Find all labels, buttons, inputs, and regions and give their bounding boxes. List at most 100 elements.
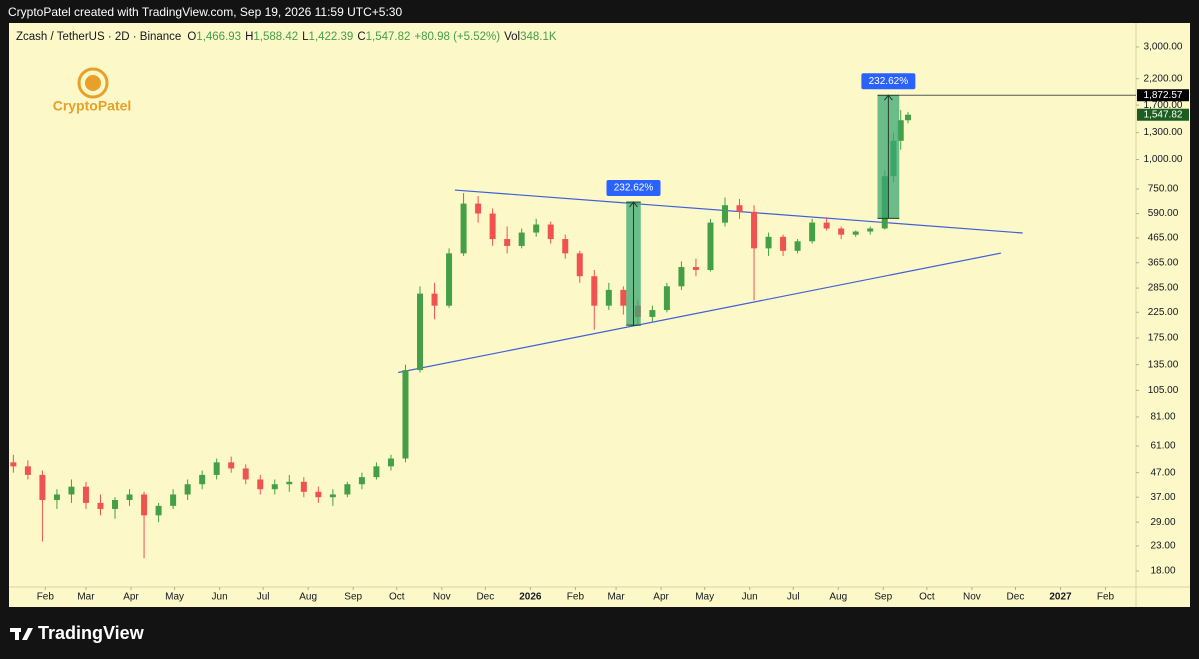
- candle-body: [867, 228, 874, 232]
- candle-body: [39, 474, 46, 501]
- candle-body: [780, 236, 787, 251]
- x-tick-label: Dec: [1007, 592, 1025, 603]
- credit: CryptoPatel created with TradingView.com…: [8, 5, 402, 19]
- candle-body: [663, 286, 670, 311]
- candle-body: [591, 276, 598, 306]
- x-tick-label: Apr: [653, 592, 669, 603]
- candle-body: [904, 114, 911, 121]
- x-tick-label: Mar: [77, 592, 95, 603]
- candle-body: [170, 494, 177, 506]
- brand-logo: TradingView: [10, 623, 145, 643]
- y-tick-label: 47.00: [1150, 467, 1175, 478]
- x-tick-label: Nov: [433, 592, 451, 603]
- measure-arrowhead: [629, 201, 638, 208]
- x-tick-label: Jun: [742, 592, 758, 603]
- y-tick-label: 175.00: [1148, 333, 1179, 344]
- candle-body: [431, 293, 438, 306]
- candle-body: [97, 502, 104, 509]
- candle-body: [184, 484, 191, 495]
- candle-body: [852, 231, 859, 235]
- candle-body: [809, 222, 816, 242]
- x-tick-label: Nov: [963, 592, 981, 603]
- y-tick-label: 590.00: [1148, 208, 1179, 219]
- y-tick-label: 285.00: [1148, 283, 1179, 294]
- candle-body: [533, 224, 540, 233]
- candle-body: [518, 232, 525, 246]
- legend-key: L: [302, 31, 309, 43]
- candle-body: [620, 289, 627, 306]
- candle-body: [460, 203, 467, 254]
- candle-body: [199, 474, 206, 485]
- y-tick-label: 18.00: [1150, 566, 1175, 577]
- y-tick-label: 3,000.00: [1144, 42, 1183, 53]
- price-label: 1,547.82: [1144, 109, 1183, 120]
- x-tick-label: Sep: [874, 592, 892, 603]
- chart-background: [9, 23, 1190, 607]
- legend-value: 1,422.39: [309, 31, 354, 43]
- candle-body: [155, 505, 162, 516]
- x-tick-label: Jun: [212, 592, 228, 603]
- legend-value: 1,547.82: [366, 31, 411, 43]
- candle-body: [823, 222, 830, 229]
- measure-label: 232.62%: [614, 183, 654, 194]
- legend-value: 1,466.93: [196, 31, 241, 43]
- candle-body: [126, 494, 133, 501]
- x-tick-label: Dec: [476, 592, 494, 603]
- candle-body: [605, 289, 612, 306]
- price-label-box: [1137, 108, 1189, 121]
- y-tick-label: 81.00: [1150, 412, 1175, 423]
- legend-value: +80.98 (+5.52%): [414, 31, 500, 43]
- candle-body: [547, 224, 554, 240]
- candle-body: [141, 494, 148, 516]
- candle-body: [53, 494, 60, 501]
- candle-body: [475, 203, 482, 214]
- measure-label-box: [606, 180, 661, 197]
- candle-body: [751, 211, 758, 249]
- y-tick-label: 23.00: [1150, 541, 1175, 552]
- y-tick-label: 2,200.00: [1144, 73, 1183, 84]
- legend-key: C: [357, 31, 365, 43]
- y-tick-label: 29.00: [1150, 517, 1175, 528]
- x-tick-label: Feb: [1097, 592, 1115, 603]
- x-tick-label: Apr: [123, 592, 139, 603]
- candle-body: [315, 491, 322, 498]
- candle-body: [242, 468, 249, 480]
- x-tick-label: Sep: [344, 592, 362, 603]
- y-tick-label: 1,000.00: [1144, 154, 1183, 165]
- candle-body: [678, 267, 685, 287]
- y-tick-label: 225.00: [1148, 307, 1179, 318]
- candle-body: [721, 205, 728, 223]
- candle-body: [257, 479, 264, 490]
- logo-slash: [22, 628, 33, 640]
- candle-body: [344, 484, 351, 495]
- candle-body: [358, 477, 365, 485]
- candle-body: [329, 494, 336, 498]
- candle-body: [228, 462, 235, 469]
- legend-key: Vol: [504, 31, 520, 43]
- candle-body: [692, 267, 699, 270]
- measure-label: 232.62%: [869, 76, 909, 87]
- candle-body: [417, 293, 424, 371]
- candle-body: [897, 120, 904, 141]
- price-label-box: [1137, 89, 1189, 102]
- x-tick-label: Aug: [829, 592, 847, 603]
- candle-body: [10, 462, 17, 467]
- candle-body: [504, 239, 511, 246]
- y-tick-label: 37.00: [1150, 492, 1175, 503]
- x-tick-label: 2026: [519, 592, 542, 603]
- brand: TradingView: [38, 623, 145, 643]
- y-tick-label: 105.00: [1148, 385, 1179, 396]
- candle-body: [112, 500, 119, 509]
- candle-body: [68, 486, 75, 495]
- x-tick-label: Oct: [919, 592, 935, 603]
- y-tick-label: 1,300.00: [1144, 127, 1183, 138]
- x-tick-label: Aug: [299, 592, 317, 603]
- candle-body: [300, 481, 307, 492]
- candle-body: [387, 458, 394, 467]
- x-tick-label: Feb: [567, 592, 585, 603]
- y-tick-label: 365.00: [1148, 257, 1179, 268]
- measure-label-box: [861, 73, 916, 90]
- candle-body: [373, 466, 380, 478]
- measure-arrowhead: [883, 94, 893, 101]
